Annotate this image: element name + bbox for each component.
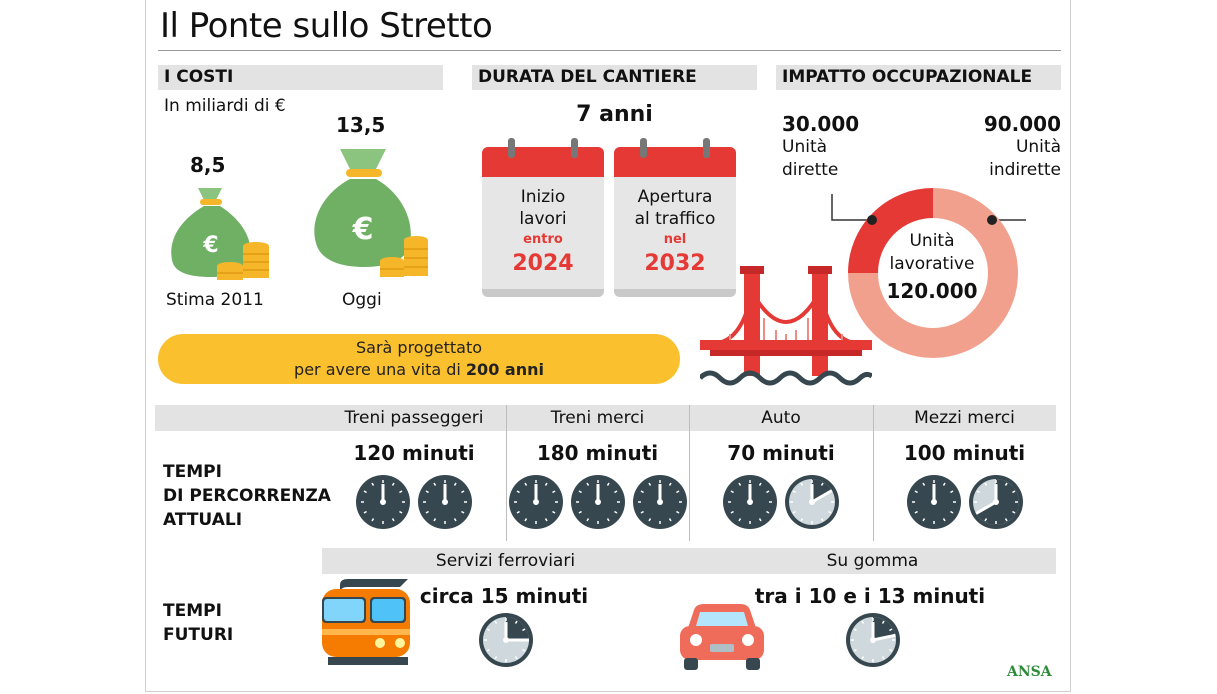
donut-center-line2: lavorative (889, 254, 975, 274)
time-passenger-trains: 120 minuti (353, 441, 475, 465)
future-times-header-bar (322, 548, 1056, 574)
column-divider (689, 405, 690, 541)
costs-header: I COSTI (158, 65, 443, 90)
indirect-marker (987, 215, 997, 225)
ansa-logo: ANSA (1007, 664, 1052, 680)
calendar-start-shadow (482, 289, 604, 297)
clock-icon (508, 475, 563, 529)
lifespan-line2: per avere una vita di 200 anni (158, 359, 680, 381)
money-bag-euro-icon-large: € (314, 149, 428, 277)
clock-icon (632, 475, 687, 529)
cost-2011-label: Stima 2011 (166, 290, 264, 310)
calendar-ring (508, 138, 515, 158)
donut-slice-direct (848, 188, 934, 274)
svg-text:€: € (352, 212, 374, 247)
bridge-icon (700, 266, 872, 386)
car-icon (680, 604, 764, 670)
rail-future-time: circa 15 minuti (419, 584, 589, 608)
calendar-start-line1: Inizio (520, 187, 566, 207)
time-freight-vehicles: 100 minuti (903, 441, 1026, 465)
calendar-opening-qualifier: nel (663, 232, 687, 247)
col-freight-trains: Treni merci (550, 408, 645, 428)
donut-center-line1: Unità (909, 231, 955, 251)
calendar-opening-line1: Apertura (637, 187, 713, 207)
donut-center-total: 120.000 (886, 279, 978, 303)
calendar-start-icon (482, 147, 604, 177)
employment-header: IMPATTO OCCUPAZIONALE (776, 65, 1061, 90)
direct-jobs-line1: Unità (782, 137, 828, 157)
lifespan-years: 200 anni (465, 360, 544, 379)
cost-today-value: 13,5 (336, 113, 386, 137)
duration-header: DURATA DEL CANTIERE (472, 65, 757, 90)
indirect-jobs-line1: Unità (1015, 137, 1061, 157)
calendar-ring (703, 138, 710, 158)
column-divider (506, 405, 507, 541)
clock-icon (785, 475, 839, 529)
clocks-cars (689, 474, 873, 532)
col-passenger-trains: Treni passeggeri (344, 408, 484, 428)
current-times-label-line3: ATTUALI (163, 510, 243, 530)
future-times-label-line2: FUTURI (163, 625, 234, 645)
duration-years: 7 anni (576, 102, 653, 127)
col-rail-services: Servizi ferroviari (435, 551, 576, 571)
costs-subtitle: In miliardi di € (164, 96, 286, 116)
calendar-start-line2: lavori (519, 209, 567, 229)
money-bag-euro-icon: € (171, 188, 269, 280)
clock-icon (906, 475, 961, 529)
calendar-start-body (482, 177, 604, 297)
col-road: Su gomma (826, 551, 919, 571)
current-times-label: TEMPI DI PERCORRENZA ATTUALI (163, 460, 331, 532)
col-freight-vehicles: Mezzi merci (914, 408, 1015, 428)
clock-icon (418, 475, 472, 529)
direct-marker (867, 215, 877, 225)
indirect-jobs-line2: indirette (989, 160, 1061, 180)
employment-donut-chart (831, 188, 1026, 358)
clocks-passenger-trains (322, 474, 506, 532)
clocks-freight-vehicles (873, 474, 1056, 532)
clock-icon (846, 613, 900, 667)
time-freight-trains: 180 minuti (536, 441, 659, 465)
calendar-opening-year: 2032 (644, 251, 706, 276)
calendar-ring (640, 138, 647, 158)
clock-rail-future (478, 612, 536, 670)
direct-jobs-line2: dirette (782, 160, 839, 180)
clock-road-future (845, 612, 903, 670)
clock-icon (968, 475, 1023, 529)
clock-icon (356, 475, 410, 529)
time-cars: 70 minuti (727, 441, 835, 465)
train-icon (322, 579, 410, 665)
clock-icon (723, 475, 777, 529)
lifespan-line2-prefix: per avere una vita di (294, 360, 466, 379)
future-times-label-line1: TEMPI (163, 601, 222, 621)
clocks-freight-trains (506, 474, 689, 532)
future-times-label: TEMPI FUTURI (163, 599, 233, 647)
road-future-time: tra i 10 e i 13 minuti (754, 584, 986, 608)
column-divider (873, 405, 874, 541)
calendar-opening-shadow (614, 289, 736, 297)
infographic-frame (145, 0, 1071, 692)
calendar-start-year: 2024 (512, 251, 574, 276)
current-times-label-line2: DI PERCORRENZA (163, 486, 331, 506)
direct-jobs-value: 30.000 (782, 112, 860, 136)
clock-icon (570, 475, 625, 529)
svg-text:€: € (202, 233, 218, 258)
calendar-opening-icon (614, 147, 736, 177)
cost-today-label: Oggi (342, 290, 382, 310)
current-times-header-bar (155, 405, 1056, 431)
title-divider (158, 50, 1061, 51)
current-times-label-line1: TEMPI (163, 462, 222, 482)
lifespan-line1: Sarà progettato (355, 338, 482, 357)
calendar-opening-body (614, 177, 736, 297)
calendar-ring (571, 138, 578, 158)
page-title: Il Ponte sullo Stretto (160, 6, 493, 46)
indirect-jobs-value: 90.000 (983, 112, 1061, 136)
clock-icon (479, 613, 533, 667)
cost-2011-value: 8,5 (190, 153, 226, 177)
col-cars: Auto (761, 408, 801, 428)
donut-slice-indirect (848, 188, 1018, 358)
calendar-opening-line2: al traffico (634, 209, 716, 229)
calendar-start-qualifier: entro (523, 232, 563, 247)
lifespan-banner: Sarà progettato per avere una vita di 20… (158, 334, 680, 384)
